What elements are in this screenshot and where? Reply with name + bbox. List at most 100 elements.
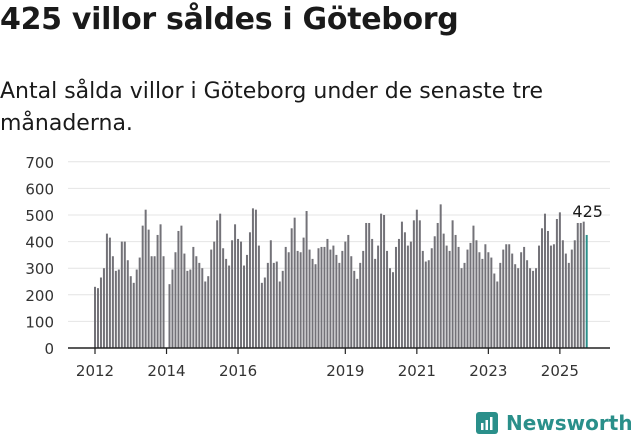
bar	[123, 241, 126, 348]
bar	[231, 240, 234, 348]
bar	[210, 249, 213, 348]
bar	[529, 268, 532, 348]
bar	[335, 254, 338, 348]
bar	[445, 245, 448, 348]
bar	[484, 244, 487, 348]
bar	[317, 248, 320, 348]
x-tick-label: 2021	[398, 362, 436, 380]
bar	[564, 253, 567, 348]
bar	[284, 246, 287, 348]
bar	[222, 248, 225, 348]
bar	[263, 277, 266, 348]
bar	[234, 224, 237, 348]
bar	[153, 256, 156, 348]
bar	[368, 222, 371, 348]
bar	[344, 241, 347, 348]
bar	[523, 246, 526, 348]
bar	[272, 262, 275, 348]
bar	[535, 268, 538, 348]
bar	[168, 284, 171, 348]
bar	[302, 237, 305, 348]
bar	[555, 218, 558, 348]
bar	[204, 281, 207, 348]
latest-value-label: 425	[572, 202, 603, 221]
bar	[260, 282, 263, 348]
bar	[424, 261, 427, 348]
bar	[394, 246, 397, 348]
bar	[439, 204, 442, 348]
bar	[129, 276, 132, 348]
bar	[475, 240, 478, 348]
bar	[436, 222, 439, 348]
y-tick-label: 700	[25, 154, 54, 172]
x-tick-label: 2012	[76, 362, 114, 380]
bar	[225, 258, 228, 348]
bar	[144, 209, 147, 348]
bar	[245, 254, 248, 348]
bar	[451, 220, 454, 348]
bar	[546, 230, 549, 348]
bars	[94, 204, 588, 348]
bar	[517, 268, 520, 348]
bar	[403, 232, 406, 348]
bar	[371, 238, 374, 348]
bar	[332, 245, 335, 348]
bar	[311, 258, 314, 348]
x-tick-label: 2025	[541, 362, 579, 380]
newsworthy-logo-icon	[476, 412, 498, 434]
bar	[290, 228, 293, 348]
bar	[198, 262, 201, 348]
bar	[195, 256, 198, 348]
bar	[347, 234, 350, 348]
bar	[493, 273, 496, 348]
bar	[323, 246, 326, 348]
bar-highlighted	[585, 234, 588, 348]
bar	[418, 220, 421, 348]
y-tick-label: 300	[25, 260, 54, 278]
bar	[511, 253, 514, 348]
bar	[505, 244, 508, 348]
bar	[541, 228, 543, 348]
bar	[359, 262, 362, 348]
newsworthy-logo[interactable]: Newsworthy	[476, 409, 631, 437]
bar	[457, 246, 460, 348]
bar	[469, 242, 472, 348]
bar	[350, 256, 353, 348]
bar	[192, 246, 195, 348]
x-tick-label: 2023	[469, 362, 507, 380]
bar	[141, 225, 144, 348]
bar	[380, 213, 383, 348]
bar	[558, 212, 561, 348]
bar	[406, 245, 409, 348]
bar	[362, 250, 365, 348]
bar	[570, 249, 573, 348]
bar	[421, 250, 424, 348]
bar	[266, 262, 269, 348]
bar	[159, 224, 162, 348]
bar	[386, 250, 389, 348]
bar	[248, 232, 251, 348]
bar	[427, 260, 430, 348]
bar	[228, 265, 231, 348]
bar	[269, 240, 272, 348]
bar	[186, 270, 189, 348]
y-axis-labels: 0 100 200 300 400 500 600 700	[25, 154, 54, 358]
bar	[94, 286, 96, 348]
bar	[543, 213, 546, 348]
bar	[433, 236, 436, 348]
bar	[207, 276, 210, 348]
bar	[341, 250, 344, 348]
bar	[415, 209, 418, 348]
chart-subtitle: Antal sålda villor i Göteborg under de s…	[0, 79, 544, 136]
bar	[296, 250, 299, 348]
bar	[383, 215, 386, 348]
bar	[365, 222, 368, 348]
bar	[514, 264, 517, 348]
newsworthy-logo-text: Newsworthy	[506, 411, 631, 435]
bar	[189, 269, 192, 348]
bar	[216, 220, 219, 348]
x-tick-label: 2016	[219, 362, 257, 380]
bar	[96, 288, 99, 348]
bar	[105, 233, 108, 348]
